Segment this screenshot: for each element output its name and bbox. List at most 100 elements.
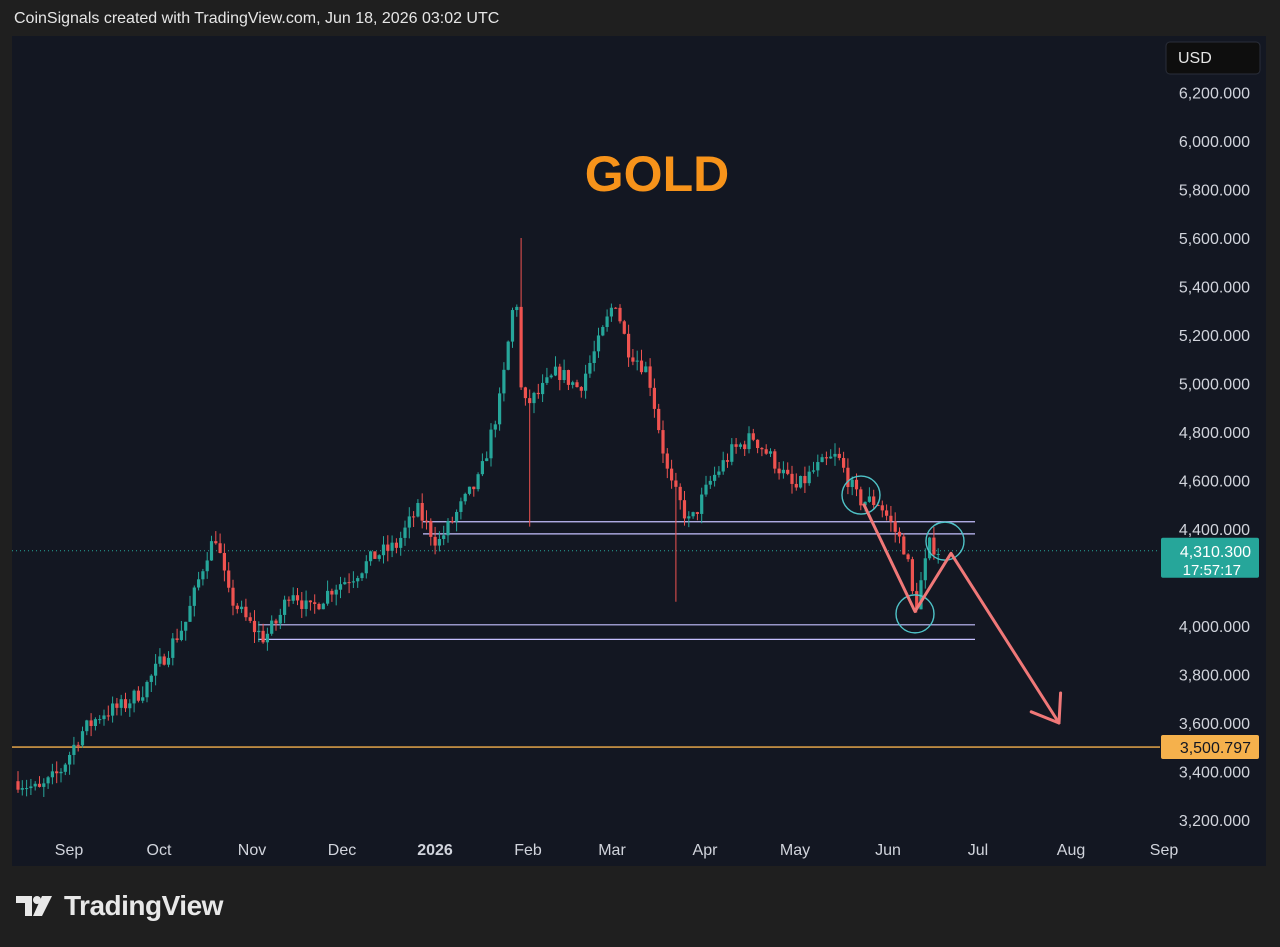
candle-body-132 [579, 387, 583, 391]
y-tick-label-3: 5,800.000 [1179, 183, 1250, 200]
candle-body-122 [536, 392, 540, 395]
candle-body-97 [429, 520, 433, 537]
candle-body-157 [687, 516, 691, 519]
candle-body-99 [437, 538, 441, 546]
candle-body-34 [158, 656, 162, 664]
y-tick-label-12: 3,800.000 [1179, 668, 1250, 685]
x-tick-label-1: Sep [55, 842, 84, 859]
chart-area[interactable]: GOLD 6,200.000 6,000.000 5,800.000 5,600.000… [12, 36, 1266, 866]
candle-body-196 [854, 479, 859, 490]
price-chart[interactable]: GOLD 6,200.000 6,000.000 5,800.000 5,600.000… [12, 36, 1266, 866]
candle-body-89 [394, 542, 398, 548]
candle-body-147 [644, 366, 648, 373]
price-axis[interactable] [1160, 36, 1266, 836]
candle-body-100 [442, 535, 446, 539]
candle-body-42 [192, 587, 196, 606]
candle-body-105 [463, 493, 467, 502]
candle-body-198 [863, 501, 867, 506]
candle-body-106 [467, 486, 472, 494]
candle-body-134 [588, 362, 592, 374]
candle-body-76 [338, 584, 343, 590]
candle-body-66 [295, 595, 300, 601]
candle-body-203 [885, 510, 889, 516]
candle-body-23 [111, 703, 115, 716]
countdown-label: 17:57:17 [1183, 562, 1241, 579]
candle-body-39 [179, 630, 183, 640]
candle-body-118 [519, 306, 523, 388]
candle-body-176 [768, 451, 773, 454]
candle-body-144 [631, 357, 635, 362]
x-tick-label-9: May [780, 842, 810, 859]
candle-body-33 [154, 663, 158, 676]
annotation-circle-2[interactable] [895, 594, 935, 634]
candle-body-25 [119, 699, 123, 708]
candle-body-112 [493, 424, 497, 430]
candle-body-6 [37, 783, 42, 787]
x-tick-label-3: Nov [238, 842, 266, 859]
x-tick-label-5: 2026 [417, 842, 453, 859]
candle-body-67 [300, 600, 304, 609]
candle-body-52 [235, 605, 239, 610]
x-tick-label-11: Jul [968, 842, 988, 859]
candle-body-201 [876, 505, 880, 507]
plot-background[interactable] [12, 36, 1160, 836]
candle-body-38 [175, 638, 179, 640]
tradingview-brand[interactable]: TradingView [16, 890, 223, 922]
x-tick-label-8: Apr [693, 842, 719, 859]
candle-body-35 [162, 656, 166, 665]
candle-body-200 [872, 496, 876, 506]
candle-body-138 [605, 316, 609, 328]
candle-body-136 [596, 335, 601, 352]
y-tick-label-8: 4,800.000 [1179, 425, 1250, 442]
candle-body-48 [218, 543, 222, 553]
candle-body-184 [803, 475, 807, 484]
candle-body-62 [278, 614, 282, 624]
candle-body-208 [906, 554, 910, 560]
tradingview-logo-icon [16, 896, 52, 916]
candle-body-189 [824, 457, 828, 459]
level-price-badge[interactable] [1161, 735, 1259, 760]
projection-arrow-path[interactable] [862, 503, 1061, 725]
candle-body-151 [661, 430, 665, 454]
candle-body-121 [532, 392, 536, 404]
candle-body-63 [283, 599, 287, 615]
candle-body-82 [364, 561, 368, 574]
candle-body-153 [670, 468, 674, 481]
candle-body-43 [197, 579, 201, 588]
candle-body-44 [201, 571, 205, 580]
candle-body-41 [188, 605, 192, 622]
candle-body-161 [704, 484, 708, 495]
candle-body-156 [682, 500, 687, 519]
y-tick-label-7: 5,000.000 [1179, 377, 1250, 394]
candle-body-65 [291, 595, 295, 601]
annotation-circle-1[interactable] [841, 475, 881, 515]
candle-body-98 [433, 536, 437, 546]
chart-credit: CoinSignals created with TradingView.com… [14, 10, 500, 27]
candle-body-185 [807, 471, 811, 484]
candle-body-154 [674, 480, 678, 487]
x-tick-label-7: Mar [598, 842, 626, 859]
candle-body-60 [270, 620, 274, 634]
candle-body-166 [725, 460, 730, 462]
chart-title: GOLD [585, 146, 729, 202]
y-tick-label-11: 4,000.000 [1179, 619, 1250, 636]
candle-body-158 [691, 512, 695, 517]
candle-body-108 [476, 474, 480, 490]
candle-body-46 [209, 541, 214, 561]
candle-body-80 [356, 578, 360, 582]
candle-body-37 [171, 638, 175, 658]
candle-body-19 [93, 719, 97, 727]
annotation-circle-3[interactable] [925, 521, 965, 561]
candle-body-64 [287, 599, 291, 601]
currency-selector[interactable] [1165, 41, 1261, 75]
projection-arrow-head [1029, 691, 1063, 725]
candle-body-188 [820, 457, 824, 463]
candle-body-55 [248, 617, 252, 621]
candle-body-159 [695, 512, 699, 514]
y-tick-label-1: 6,200.000 [1179, 86, 1250, 103]
candle-body-181 [790, 473, 794, 484]
candle-body-18 [89, 720, 93, 727]
candle-body-133 [584, 373, 588, 391]
last-price-badge[interactable] [1161, 537, 1259, 578]
candle-body-145 [635, 360, 639, 362]
